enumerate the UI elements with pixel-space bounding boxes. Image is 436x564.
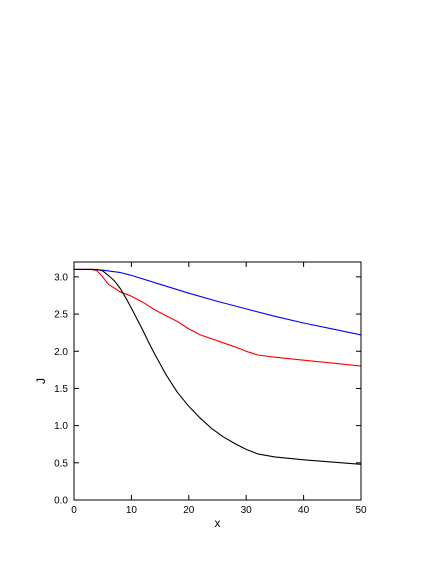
x-tick-label: 40 <box>298 505 310 516</box>
y-tick-label: 0.5 <box>54 458 68 469</box>
plot-frame <box>73 261 362 501</box>
y-tick-label: 2.5 <box>54 310 68 321</box>
x-tick-label: 50 <box>355 505 367 516</box>
x-tick-label: 10 <box>126 505 138 516</box>
x-axis-label: x <box>215 516 221 530</box>
series-group <box>74 268 362 465</box>
y-tick-label: 0.0 <box>54 496 68 507</box>
series-line-2 <box>74 268 362 367</box>
y-tick-label: 3.0 <box>54 272 68 283</box>
x-tick-label: 20 <box>183 505 195 516</box>
series-line-1 <box>74 268 362 336</box>
y-tick-label: 1.0 <box>54 421 68 432</box>
y-axis-label: J <box>34 378 48 384</box>
y-tick-label: 1.5 <box>54 384 68 395</box>
x-tick-label: 0 <box>71 505 77 516</box>
y-tick-label: 2.0 <box>54 347 68 358</box>
tick-group: 0 10 20 30 40 50 0.0 0.5 1.0 1.5 2.0 2.5 3.0 <box>54 262 367 516</box>
series-line-3 <box>74 268 362 465</box>
x-tick-label: 30 <box>241 505 253 516</box>
